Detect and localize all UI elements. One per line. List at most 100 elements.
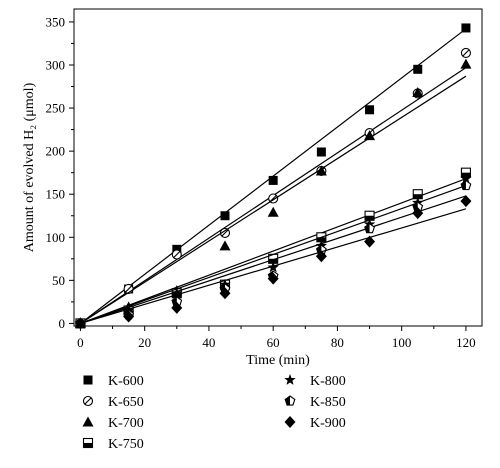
data-point	[171, 249, 182, 260]
marker-shape	[461, 180, 466, 190]
data-point	[460, 172, 472, 184]
marker-shape	[364, 130, 376, 141]
y-tick-label: 200	[46, 144, 66, 159]
marker-shape	[461, 23, 471, 33]
data-point	[413, 64, 423, 74]
marker-shape	[267, 261, 279, 273]
legend-label: K-750	[108, 437, 144, 452]
marker-shape	[364, 235, 376, 248]
data-point	[315, 250, 327, 263]
marker-shape	[284, 416, 296, 428]
legend-item-k-900: K-900	[284, 416, 346, 431]
data-point	[267, 272, 279, 285]
legend-item-k-800: K-800	[284, 374, 346, 389]
marker-shape	[82, 416, 94, 427]
data-point	[364, 235, 376, 248]
marker-shape	[221, 229, 229, 237]
legend-label: K-800	[310, 374, 346, 389]
marker-shape	[284, 374, 296, 385]
data-point	[268, 175, 278, 185]
marker-shape	[285, 396, 290, 406]
data-point	[219, 240, 231, 251]
legend-label: K-900	[310, 416, 346, 431]
data-point	[171, 301, 183, 314]
y-tick-label: 0	[59, 316, 66, 331]
marker-shape	[413, 64, 423, 74]
legend-label: K-650	[108, 395, 144, 410]
marker-shape	[268, 175, 278, 185]
data-point	[220, 211, 230, 221]
marker-shape	[365, 215, 375, 221]
x-tick-label: 120	[456, 335, 476, 350]
marker-shape	[316, 147, 326, 157]
marker-shape	[460, 195, 472, 208]
data-point	[267, 206, 279, 217]
marker-shape	[220, 211, 230, 221]
data-point	[364, 222, 375, 234]
data-point	[219, 287, 231, 300]
data-point	[123, 310, 135, 323]
legend-label: K-600	[108, 374, 144, 389]
legend-marker	[284, 416, 296, 428]
data-point	[267, 261, 279, 273]
legend-item-k-650: K-650	[82, 395, 144, 410]
y-tick-label: 100	[46, 230, 66, 245]
legend-label: K-700	[108, 416, 144, 431]
legend-item-k-600: K-600	[83, 374, 144, 389]
marker-shape	[219, 287, 231, 300]
marker-shape	[83, 375, 93, 385]
fit-line	[80, 208, 467, 324]
marker-shape	[267, 272, 279, 285]
y-tick-label: 300	[46, 57, 66, 72]
data-point	[364, 130, 376, 141]
y-tick-label: 250	[46, 101, 66, 116]
marker-shape	[315, 250, 327, 263]
marker-shape	[413, 194, 423, 199]
data-point	[172, 244, 182, 254]
data-point	[460, 195, 472, 208]
marker-shape	[364, 223, 370, 233]
marker-shape	[171, 301, 183, 314]
y-tick-label: 150	[46, 187, 66, 202]
marker-shape	[412, 87, 424, 98]
marker-shape	[125, 285, 133, 293]
fit-line	[80, 195, 467, 324]
legend-item-k-700: K-700	[82, 416, 144, 431]
legend-item-k-850: K-850	[284, 395, 346, 410]
x-tick-label: 60	[267, 335, 280, 350]
marker-shape	[412, 207, 424, 220]
fit-line	[80, 75, 467, 324]
data-point	[460, 58, 472, 69]
marker-shape	[84, 397, 92, 405]
marker-shape	[460, 172, 472, 184]
x-tick-label: 20	[138, 335, 151, 350]
marker-shape	[267, 206, 279, 217]
marker-shape	[316, 237, 326, 242]
marker-shape	[219, 240, 231, 251]
data-point	[460, 47, 471, 58]
x-tick-label: 80	[331, 335, 344, 350]
marker-shape	[365, 105, 375, 115]
data-point	[316, 147, 326, 157]
y-tick-label: 50	[52, 273, 65, 288]
data-point	[171, 287, 183, 299]
series-k-650	[75, 47, 471, 329]
data-point	[412, 87, 424, 98]
data-point	[460, 179, 472, 191]
data-point	[412, 207, 424, 220]
marker-shape	[268, 258, 278, 264]
fit-line	[80, 185, 467, 324]
data-point	[461, 23, 471, 33]
y-tick-label: 350	[46, 14, 66, 29]
y-axis-label: Amount of evolved H₂ (μmol)	[22, 82, 37, 252]
marker-shape	[315, 165, 327, 176]
legend-label: K-850	[310, 395, 346, 410]
series-k-900	[74, 195, 472, 330]
x-axis-label: Time (min)	[246, 353, 310, 368]
legend-marker	[82, 416, 94, 427]
x-tick-label: 0	[77, 335, 84, 350]
legend-item-k-750: K-750	[82, 437, 144, 452]
data-point	[315, 165, 327, 176]
legend-marker	[284, 374, 296, 385]
